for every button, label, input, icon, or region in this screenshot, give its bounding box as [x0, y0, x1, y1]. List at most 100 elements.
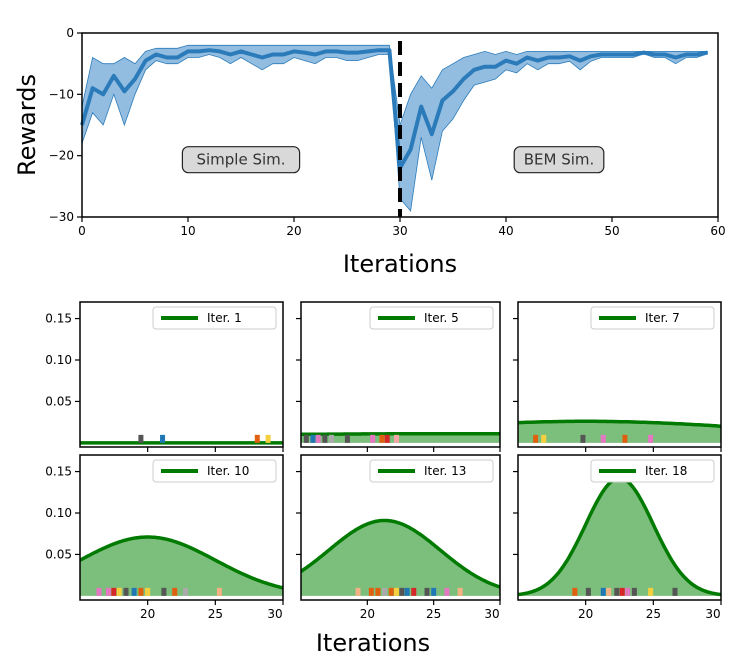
panel-1: 0.05 0.10 0.15 Iter. 1	[45, 301, 284, 452]
sample-marker	[424, 587, 430, 596]
sample-marker	[344, 434, 350, 443]
y-tick-label: 0.05	[45, 394, 72, 408]
panel-frame	[79, 301, 284, 448]
density-curve	[518, 419, 721, 428]
legend-box	[369, 459, 494, 483]
panel-6: 20 25 30 Iter. 18	[513, 454, 722, 621]
panel-frame	[517, 301, 722, 448]
sample-marker	[404, 587, 410, 596]
sample-marker	[411, 587, 417, 596]
sample-marker	[619, 587, 625, 596]
panel-frame	[79, 454, 284, 601]
x-tick-label: 40	[498, 224, 513, 238]
panel-frame	[300, 301, 501, 448]
y-tick-label: 0.15	[45, 312, 72, 326]
sample-marker	[111, 587, 117, 596]
sample-marker	[254, 434, 260, 443]
x-axis-title: Iterations	[316, 629, 430, 657]
legend-label: Iter. 7	[645, 311, 680, 325]
x-axis-title: Iterations	[343, 250, 457, 278]
density-area	[80, 537, 283, 596]
sample-marker	[388, 587, 394, 596]
sample-marker	[572, 587, 578, 596]
sample-marker	[265, 434, 271, 443]
x-tick-label: 25	[426, 607, 441, 621]
x-tick-label: 30	[705, 607, 720, 621]
annotation-box	[513, 146, 605, 174]
density-curve	[80, 535, 283, 590]
x-tick-label: 20	[578, 607, 593, 621]
y-tick-label: 0.10	[45, 353, 72, 367]
sample-marker	[116, 587, 122, 596]
y-tick-label: 0.05	[45, 547, 72, 561]
panel-4: 0.05 0.10 0.15 20 25 30 Iter. 10	[45, 454, 284, 621]
sample-marker	[123, 587, 129, 596]
panel-3: Iter. 7	[513, 301, 722, 452]
density-area	[301, 520, 500, 596]
panel-frame	[300, 454, 501, 601]
y-tick-label: 0	[66, 26, 74, 40]
sample-marker	[160, 434, 166, 443]
sample-marker	[131, 587, 137, 596]
sample-marker	[96, 587, 102, 596]
x-tick-label: 30	[267, 607, 282, 621]
legend-box	[590, 459, 715, 483]
sample-marker	[625, 587, 631, 596]
density-curve	[301, 518, 500, 589]
x-tick-label: 25	[646, 607, 661, 621]
sample-marker	[648, 587, 654, 596]
sample-marker	[105, 587, 111, 596]
sample-marker	[355, 587, 361, 596]
x-tick-label: 30	[484, 607, 499, 621]
sample-marker	[457, 587, 463, 596]
legend-label: Iter. 5	[424, 311, 459, 325]
y-tick-label: −30	[49, 210, 74, 224]
sample-marker	[370, 434, 376, 443]
y-tick-label: −10	[49, 87, 74, 101]
sample-marker	[600, 434, 606, 443]
sample-marker	[541, 434, 547, 443]
sample-marker	[622, 434, 628, 443]
y-tick-label: 0.15	[45, 465, 72, 479]
sample-marker	[585, 587, 591, 596]
y-axis-title: Rewards	[13, 74, 41, 176]
sample-marker	[303, 434, 309, 443]
sample-marker	[394, 587, 400, 596]
legend-box	[152, 306, 277, 330]
annotation-box	[181, 146, 301, 174]
y-tick-label: −20	[49, 149, 74, 163]
x-tick-label: 20	[360, 607, 375, 621]
sample-marker	[431, 587, 437, 596]
annotation-label: BEM Sim.	[524, 151, 595, 169]
legend-box	[590, 306, 715, 330]
y-tick-label: 0.10	[45, 506, 72, 520]
sample-marker	[322, 434, 328, 443]
x-tick-label: 0	[78, 224, 86, 238]
sample-marker	[444, 587, 450, 596]
sample-marker	[606, 587, 612, 596]
sample-marker	[631, 587, 637, 596]
x-tick-label: 50	[604, 224, 619, 238]
sample-marker	[648, 434, 654, 443]
sample-marker	[379, 434, 385, 443]
legend-label: Iter. 1	[207, 311, 242, 325]
sample-marker	[216, 587, 222, 596]
density-area	[518, 421, 721, 443]
sample-marker	[580, 434, 586, 443]
sample-marker	[310, 434, 316, 443]
sample-marker	[394, 434, 400, 443]
x-tick-label: 25	[208, 607, 223, 621]
legend-box	[152, 459, 277, 483]
sample-marker	[382, 587, 388, 596]
x-tick-label: 20	[286, 224, 301, 238]
sample-marker	[161, 587, 167, 596]
x-tick-label: 10	[180, 224, 195, 238]
sample-marker	[172, 587, 178, 596]
sample-marker	[375, 587, 381, 596]
sample-marker	[138, 434, 144, 443]
sample-marker	[145, 587, 151, 596]
panel-2: Iter. 5	[296, 301, 501, 452]
sample-marker	[368, 587, 374, 596]
x-tick-label: 30	[392, 224, 407, 238]
